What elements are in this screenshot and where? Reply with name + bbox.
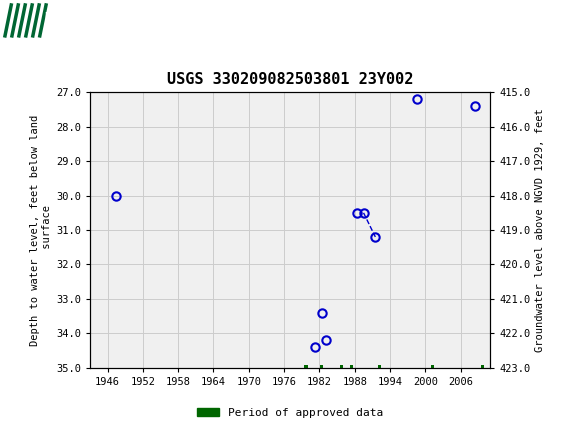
Bar: [320, 365, 323, 370]
Bar: [431, 365, 434, 370]
Bar: [304, 365, 307, 370]
Y-axis label: Depth to water level, feet below land
 surface: Depth to water level, feet below land su…: [30, 114, 52, 346]
Bar: [378, 365, 381, 370]
Bar: [481, 365, 484, 370]
Bar: [340, 365, 343, 370]
Y-axis label: Groundwater level above NGVD 1929, feet: Groundwater level above NGVD 1929, feet: [535, 108, 545, 352]
Text: USGS: USGS: [44, 11, 103, 30]
Bar: [5, 3, 38, 37]
Title: USGS 330209082503801 23Y002: USGS 330209082503801 23Y002: [167, 72, 413, 87]
Legend: Period of approved data: Period of approved data: [193, 403, 387, 422]
Bar: [350, 365, 353, 370]
